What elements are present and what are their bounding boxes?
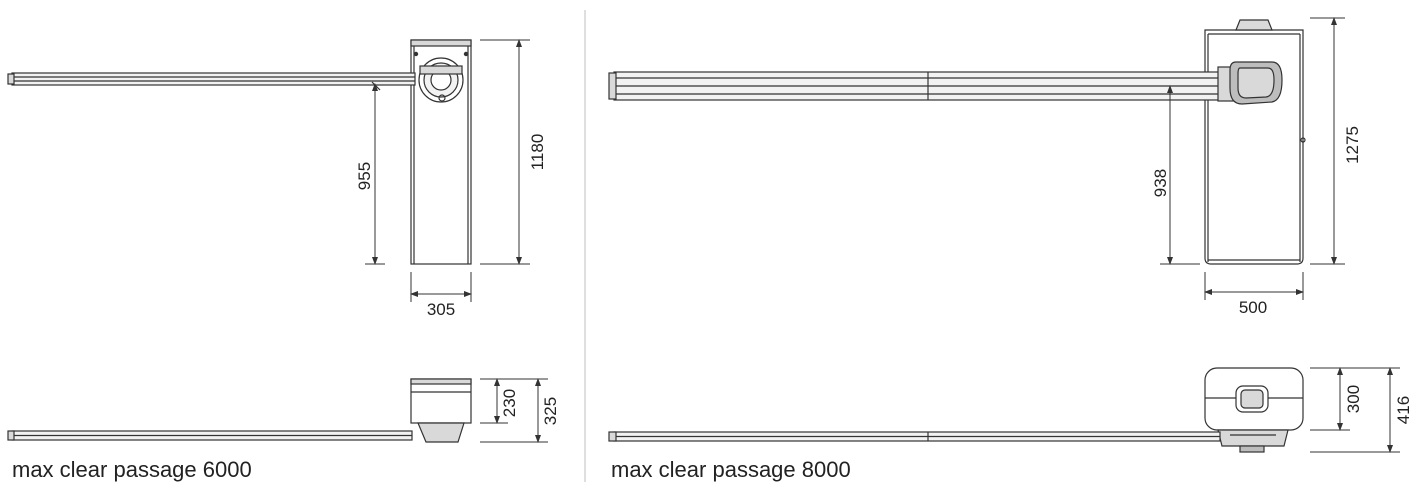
right-beam-height-label: 938 [1151,169,1170,197]
left-boom-beam [11,72,416,86]
right-dim-cabinet-width [1204,272,1304,300]
right-dim-beam-height [1160,85,1200,265]
right-plan-view [608,367,1304,453]
right-beam-endcap [608,72,617,100]
left-plan-motor [417,422,465,443]
right-plan-depth-inner-label: 300 [1344,385,1363,413]
right-dim-plan-depths [1310,367,1400,453]
left-dim-total-height [480,39,530,265]
right-plan-depth-outer-label: 416 [1394,396,1413,424]
left-caption: max clear passage 6000 [12,457,252,482]
left-beam-height-label: 955 [355,162,374,190]
right-cabinet-width-label: 500 [1239,298,1267,317]
right-plan-motor [1217,429,1289,447]
left-dim-cabinet-width [410,272,472,302]
right-caption: max clear passage 8000 [611,457,851,482]
right-total-height-label: 1275 [1343,126,1362,164]
left-drawing: 955 1180 305 [7,39,560,482]
left-plan-depth-outer-label: 325 [541,397,560,425]
right-elevation-view [608,19,1306,265]
left-dim-beam-height [365,83,385,265]
right-cabinet-lamp [1235,19,1273,31]
left-cabinet-cap [410,39,472,47]
right-drawing: 938 1275 500 [608,17,1413,482]
right-dim-total-height [1310,17,1345,265]
left-elevation-view [7,39,472,265]
left-cabinet-width-label: 305 [427,300,455,319]
left-plan-depth-inner-label: 230 [500,389,519,417]
left-beam-endcap [7,73,15,85]
left-plan-view [7,378,472,443]
left-total-height-label: 1180 [528,134,547,171]
left-plan-cabinet [410,378,472,424]
left-dim-plan-depths [480,378,548,443]
